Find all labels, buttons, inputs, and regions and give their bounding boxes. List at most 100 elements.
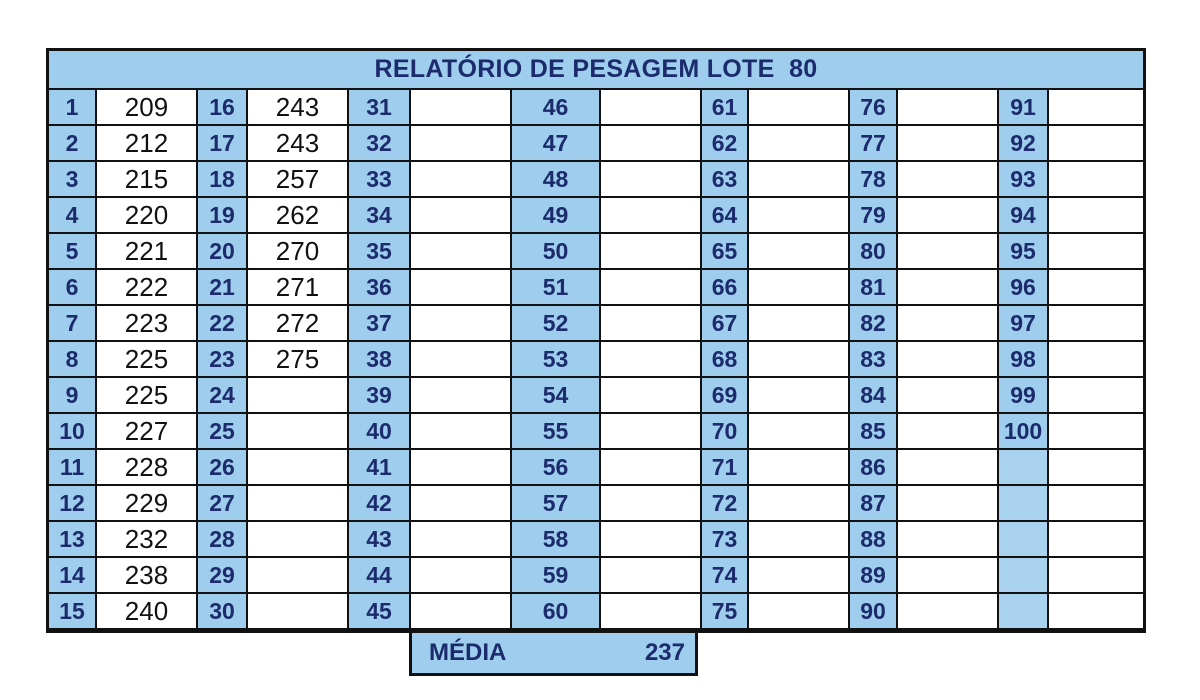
animal-number-cell: 24 <box>198 378 248 414</box>
weight-value-cell: 212 <box>97 126 198 162</box>
animal-number-cell: 67 <box>702 306 749 342</box>
weight-value-cell <box>411 342 512 378</box>
animal-number-cell: 81 <box>850 270 898 306</box>
weight-value-cell <box>1049 414 1143 450</box>
animal-number-cell: 33 <box>349 162 411 198</box>
animal-number-cell: 40 <box>349 414 411 450</box>
animal-number-cell: 43 <box>349 522 411 558</box>
weight-value-cell <box>411 378 512 414</box>
animal-number-cell: 68 <box>702 342 749 378</box>
animal-number-cell: 65 <box>702 234 749 270</box>
weight-value-cell: 271 <box>248 270 349 306</box>
animal-number-cell: 11 <box>49 450 97 486</box>
weight-value-cell <box>898 522 999 558</box>
weight-value-cell <box>601 162 702 198</box>
animal-number-cell: 80 <box>850 234 898 270</box>
weight-value-cell <box>749 522 850 558</box>
weight-value-cell: 222 <box>97 270 198 306</box>
weight-value-cell <box>1049 270 1143 306</box>
weight-value-cell <box>749 198 850 234</box>
weight-value-cell <box>601 234 702 270</box>
animal-number-cell: 95 <box>999 234 1049 270</box>
weight-value-cell <box>601 450 702 486</box>
weight-value-cell <box>601 342 702 378</box>
weighing-report-table: RELATÓRIO DE PESAGEM LOTE 80 1 209 16 243 31… <box>46 48 1146 633</box>
report-title: RELATÓRIO DE PESAGEM LOTE 80 <box>49 51 1143 90</box>
animal-number-cell: 92 <box>999 126 1049 162</box>
animal-number-cell: 41 <box>349 450 411 486</box>
weight-value-cell <box>601 306 702 342</box>
animal-number-cell: 91 <box>999 90 1049 126</box>
weight-value-cell <box>1049 486 1143 522</box>
weight-value-cell <box>749 306 850 342</box>
animal-number-cell <box>999 594 1049 630</box>
animal-number-cell: 36 <box>349 270 411 306</box>
animal-number-cell: 12 <box>49 486 97 522</box>
animal-number-cell: 53 <box>512 342 601 378</box>
animal-number-cell: 97 <box>999 306 1049 342</box>
weight-value-cell <box>248 378 349 414</box>
animal-number-cell: 48 <box>512 162 601 198</box>
animal-number-cell: 76 <box>850 90 898 126</box>
weight-value-cell: 270 <box>248 234 349 270</box>
animal-number-cell: 87 <box>850 486 898 522</box>
animal-number-cell <box>999 486 1049 522</box>
animal-number-cell: 59 <box>512 558 601 594</box>
animal-number-cell: 22 <box>198 306 248 342</box>
weight-value-cell <box>749 234 850 270</box>
animal-number-cell: 5 <box>49 234 97 270</box>
animal-number-cell: 35 <box>349 234 411 270</box>
animal-number-cell: 50 <box>512 234 601 270</box>
animal-number-cell: 20 <box>198 234 248 270</box>
weight-value-cell: 209 <box>97 90 198 126</box>
weight-value-cell <box>601 198 702 234</box>
weight-value-cell <box>411 270 512 306</box>
animal-number-cell: 69 <box>702 378 749 414</box>
weight-value-cell: 243 <box>248 126 349 162</box>
weight-value-cell: 225 <box>97 378 198 414</box>
weight-value-cell <box>411 450 512 486</box>
weight-value-cell <box>411 306 512 342</box>
weight-value-cell <box>749 342 850 378</box>
animal-number-cell: 64 <box>702 198 749 234</box>
weight-value-cell <box>411 90 512 126</box>
animal-number-cell: 93 <box>999 162 1049 198</box>
animal-number-cell: 2 <box>49 126 97 162</box>
weight-value-cell <box>898 450 999 486</box>
weight-value-cell: 227 <box>97 414 198 450</box>
weight-value-cell <box>601 486 702 522</box>
animal-number-cell: 57 <box>512 486 601 522</box>
animal-number-cell: 4 <box>49 198 97 234</box>
weight-value-cell <box>749 414 850 450</box>
weight-value-cell: 257 <box>248 162 349 198</box>
animal-number-cell: 13 <box>49 522 97 558</box>
weight-value-cell: 225 <box>97 342 198 378</box>
animal-number-cell: 94 <box>999 198 1049 234</box>
animal-number-cell: 1 <box>49 90 97 126</box>
animal-number-cell: 62 <box>702 126 749 162</box>
animal-number-cell: 73 <box>702 522 749 558</box>
animal-number-cell: 34 <box>349 198 411 234</box>
weight-value-cell <box>1049 90 1143 126</box>
animal-number-cell: 47 <box>512 126 601 162</box>
weight-value-cell <box>601 126 702 162</box>
animal-number-cell: 74 <box>702 558 749 594</box>
weight-value-cell <box>898 162 999 198</box>
animal-number-cell: 52 <box>512 306 601 342</box>
animal-number-cell: 54 <box>512 378 601 414</box>
animal-number-cell: 100 <box>999 414 1049 450</box>
weight-value-cell <box>749 558 850 594</box>
weight-value-cell <box>898 486 999 522</box>
weight-value-cell <box>898 234 999 270</box>
animal-number-cell: 46 <box>512 90 601 126</box>
weight-value-cell <box>411 486 512 522</box>
animal-number-cell: 30 <box>198 594 248 630</box>
weight-value-cell <box>1049 162 1143 198</box>
weight-value-cell <box>898 90 999 126</box>
animal-number-cell: 83 <box>850 342 898 378</box>
weight-value-cell: 215 <box>97 162 198 198</box>
average-label: MÉDIA <box>429 639 507 666</box>
weight-value-cell <box>601 90 702 126</box>
weight-value-cell: 220 <box>97 198 198 234</box>
weight-value-cell <box>1049 234 1143 270</box>
